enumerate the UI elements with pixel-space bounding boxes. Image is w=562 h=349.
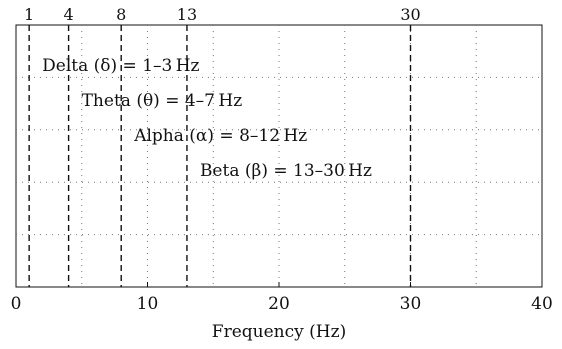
boundary-label: 1 [24,5,34,24]
grid [16,25,542,287]
boundary-label: 13 [177,5,197,24]
band-label: Delta (δ) = 1–3 Hz [42,56,199,76]
x-axis-title: Frequency (Hz) [212,322,346,342]
band-labels: Delta (δ) = 1–3 Hz Theta (θ) = 4–7 Hz Alph… [42,56,372,181]
x-tick-label: 20 [268,294,290,314]
band-label: Theta (θ) = 4–7 Hz [82,91,243,111]
band-boundaries [28,25,412,287]
boundary-label: 4 [64,5,74,24]
x-axis-ticks: 0 10 20 30 40 [11,282,553,314]
x-tick-label: 10 [137,294,159,314]
boundary-labels: 1 4 8 13 30 [24,5,421,24]
band-label: Beta (β) = 13–30 Hz [200,161,372,181]
boundary-label: 8 [116,5,126,24]
x-tick-label: 40 [531,294,553,314]
x-tick-label: 0 [11,294,22,314]
boundary-label: 30 [400,5,420,24]
x-tick-label: 30 [400,294,422,314]
band-label: Alpha (α) = 8–12 Hz [133,126,307,146]
